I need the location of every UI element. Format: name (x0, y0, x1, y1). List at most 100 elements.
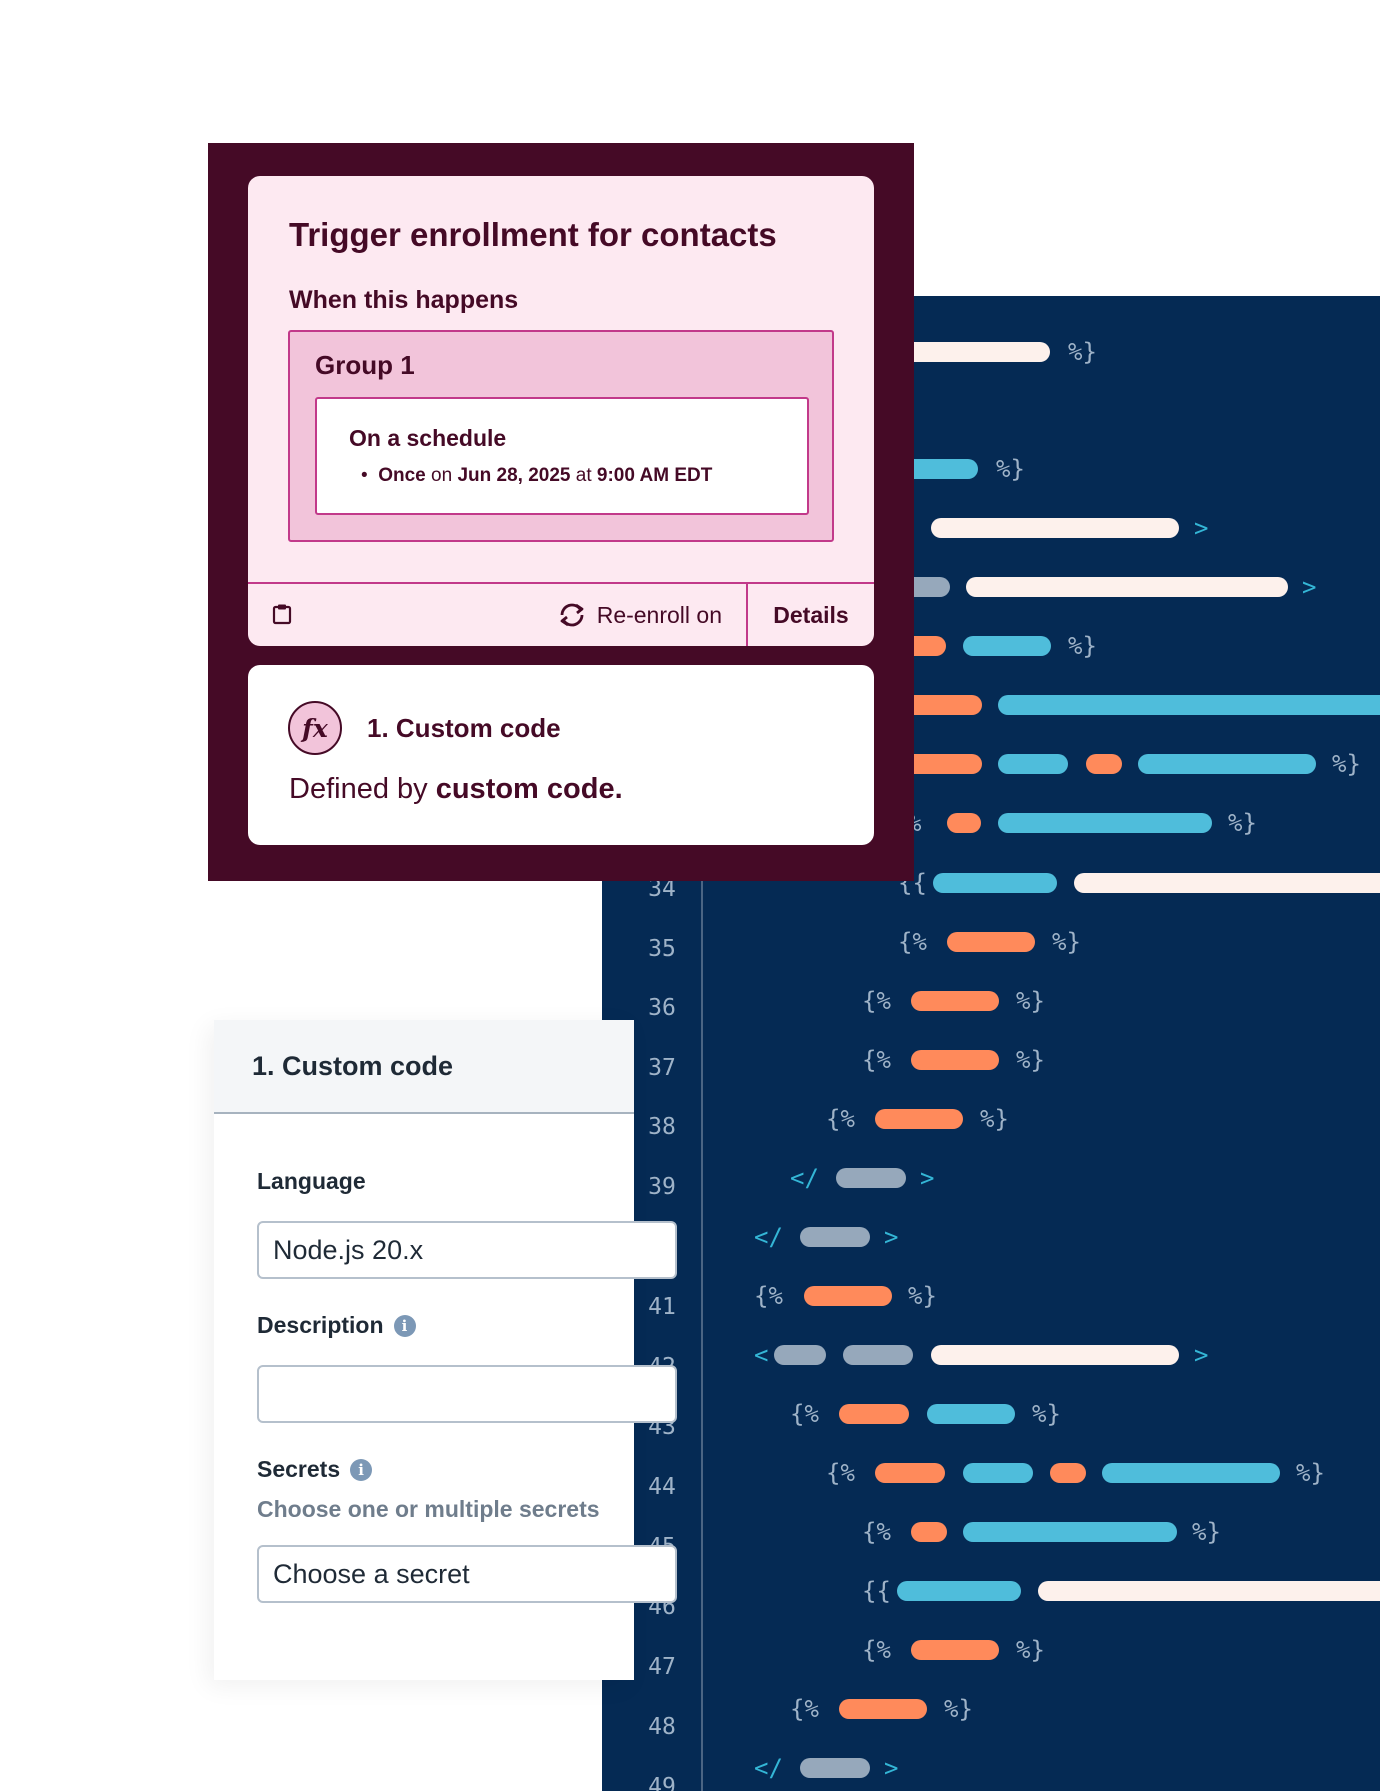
code-token-variable (1138, 754, 1316, 774)
code-token-string (902, 342, 1050, 362)
trigger-card[interactable]: Trigger enrollment for contacts When thi… (248, 176, 874, 646)
code-html-close-open: </ (754, 1223, 783, 1251)
code-tag-close: %} (908, 1282, 937, 1310)
code-html-end: > (1194, 1341, 1209, 1369)
code-token-tag-name (836, 1168, 906, 1188)
secret-select-placeholder: Choose a secret (273, 1558, 470, 1589)
line-number: 39 (648, 1174, 676, 1200)
panel-title: 1. Custom code (252, 1050, 454, 1081)
schedule-date: Jun 28, 2025 (457, 465, 571, 486)
reenroll-label: Re-enroll on (596, 601, 722, 628)
code-token-tag-name (800, 1227, 870, 1247)
sync-icon (560, 603, 584, 627)
code-token-string (1038, 1581, 1380, 1601)
group-title: Group 1 (315, 350, 415, 380)
code-tag-close: %} (1296, 1459, 1325, 1487)
line-number: 38 (648, 1114, 676, 1140)
schedule-frequency: Once (378, 465, 426, 486)
code-tag-open: {% (790, 1695, 819, 1723)
code-tag-close: %} (1192, 1518, 1221, 1546)
bullet: • (361, 465, 368, 486)
code-token-keyword (911, 991, 999, 1011)
code-tag-close: %} (980, 1105, 1009, 1133)
trigger-title: Trigger enrollment for contacts (289, 216, 777, 253)
code-tag-open: {% (754, 1282, 783, 1310)
info-icon[interactable]: i (393, 1314, 416, 1337)
code-tag-close: %} (1332, 750, 1361, 778)
code-token-string (1074, 873, 1380, 893)
secrets-label-text: Secrets (257, 1456, 341, 1482)
line-number: 48 (648, 1714, 676, 1740)
code-token-attr (843, 1345, 913, 1365)
code-token-keyword (911, 1640, 999, 1660)
code-token-keyword (911, 1522, 947, 1542)
code-token-keyword (875, 1109, 963, 1129)
language-label: Language (257, 1168, 366, 1195)
info-icon[interactable]: i (350, 1458, 373, 1481)
code-editor-panel[interactable]: 34 35 36 37 38 39 40 41 42 43 44 45 46 4… (602, 296, 1380, 1791)
code-token-variable (927, 1404, 1015, 1424)
schedule-filter[interactable]: On a schedule • Once on Jun 28, 2025 at … (315, 397, 809, 515)
action-description: Defined by custom code. (289, 773, 623, 806)
code-token-variable (1102, 1463, 1280, 1483)
code-html-close-open: </ (754, 1754, 783, 1782)
code-tag-close: %} (1052, 928, 1081, 956)
code-token-keyword (1050, 1463, 1086, 1483)
code-token-tag-name (774, 1345, 826, 1365)
code-token-variable (963, 1522, 1177, 1542)
line-number: 41 (648, 1294, 676, 1320)
code-token-variable (963, 636, 1051, 656)
code-tag-open: {% (862, 1636, 891, 1664)
code-html-close-open: </ (790, 1164, 819, 1192)
code-tag-open: {% (826, 1459, 855, 1487)
code-token-attr (902, 577, 950, 597)
custom-code-action-card[interactable]: fx 1. Custom code Defined by custom code… (248, 665, 874, 845)
details-button[interactable]: Details (746, 584, 874, 646)
reenroll-toggle[interactable]: Re-enroll on (557, 584, 722, 646)
code-html-end: > (1302, 573, 1317, 601)
code-token-variable (933, 873, 1057, 893)
line-number: 49 (648, 1774, 676, 1791)
trigger-group[interactable]: Group 1 On a schedule • Once on Jun 28, … (288, 330, 834, 542)
schedule-title: On a schedule (349, 425, 507, 451)
code-token-variable (998, 754, 1068, 774)
secrets-label: Secrets i (257, 1456, 373, 1483)
description-label-text: Description (257, 1312, 384, 1338)
code-tag-open: {% (898, 928, 927, 956)
code-token-variable (998, 695, 1380, 715)
secret-select[interactable]: Choose a secret (257, 1545, 677, 1603)
workflow-panel: Trigger enrollment for contacts When thi… (208, 143, 914, 881)
code-token-keyword (839, 1404, 909, 1424)
code-html-end: > (1194, 514, 1209, 542)
code-tag-close: %} (1068, 338, 1097, 366)
code-token-variable (998, 813, 1212, 833)
action-title: 1. Custom code (367, 713, 561, 743)
language-select-value: Node.js 20.x (273, 1234, 424, 1265)
language-label-text: Language (257, 1168, 366, 1194)
schedule-time: 9:00 AM EDT (596, 465, 713, 486)
function-icon: fx (288, 701, 342, 755)
when-label: When this happens (289, 286, 519, 314)
code-token-keyword (875, 1463, 945, 1483)
code-tag-close: %} (1016, 987, 1045, 1015)
code-tag-open: {% (790, 1400, 819, 1428)
trigger-card-footer: Re-enroll on Details (248, 582, 874, 646)
code-token-keyword (804, 1286, 892, 1306)
code-token-string (966, 577, 1288, 597)
code-token-keyword (902, 695, 982, 715)
secrets-help-text: Choose one or multiple secrets (257, 1496, 600, 1522)
description-input[interactable] (257, 1365, 677, 1423)
code-html-open: < (754, 1341, 769, 1369)
description-label: Description i (257, 1312, 416, 1339)
code-tag-close: %} (1228, 809, 1257, 837)
language-select[interactable]: Node.js 20.x (257, 1221, 677, 1279)
code-token-keyword (947, 813, 981, 833)
clipboard-icon[interactable] (272, 603, 292, 625)
code-tag-close: %} (1016, 1636, 1045, 1664)
code-tag-open: {% (826, 1105, 855, 1133)
code-html-end: > (884, 1223, 899, 1251)
code-token-string (931, 1345, 1179, 1365)
code-var-open: {{ (862, 1577, 891, 1605)
schedule-at-text: at (575, 465, 592, 486)
code-token-variable (963, 1463, 1033, 1483)
